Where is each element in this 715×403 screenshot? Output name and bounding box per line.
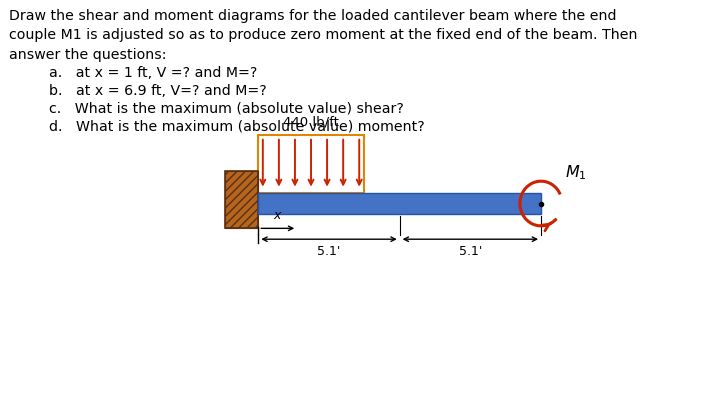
Bar	[258, 135, 364, 193]
Text: 5.1': 5.1'	[317, 245, 341, 258]
Text: answer the questions:: answer the questions:	[9, 48, 167, 62]
Text: 5.1': 5.1'	[458, 245, 482, 258]
Text: couple M1 is adjusted so as to produce zero moment at the fixed end of the beam.: couple M1 is adjusted so as to produce z…	[9, 28, 638, 42]
Text: b.   at x = 6.9 ft, V=? and M=?: b. at x = 6.9 ft, V=? and M=?	[49, 84, 267, 98]
Text: a.   at x = 1 ft, V =? and M=?: a. at x = 1 ft, V =? and M=?	[49, 66, 257, 80]
Text: $M_1$: $M_1$	[565, 163, 586, 182]
Text: c.   What is the maximum (absolute value) shear?: c. What is the maximum (absolute value) …	[49, 102, 403, 116]
Bar	[225, 171, 258, 229]
Text: Draw the shear and moment diagrams for the loaded cantilever beam where the end: Draw the shear and moment diagrams for t…	[9, 9, 617, 23]
Text: $x$: $x$	[273, 209, 282, 222]
Text: d.   What is the maximum (absolute value) moment?: d. What is the maximum (absolute value) …	[49, 119, 425, 133]
Bar	[225, 171, 258, 229]
Text: 440 lb/ft: 440 lb/ft	[283, 115, 339, 129]
Bar	[258, 193, 541, 214]
